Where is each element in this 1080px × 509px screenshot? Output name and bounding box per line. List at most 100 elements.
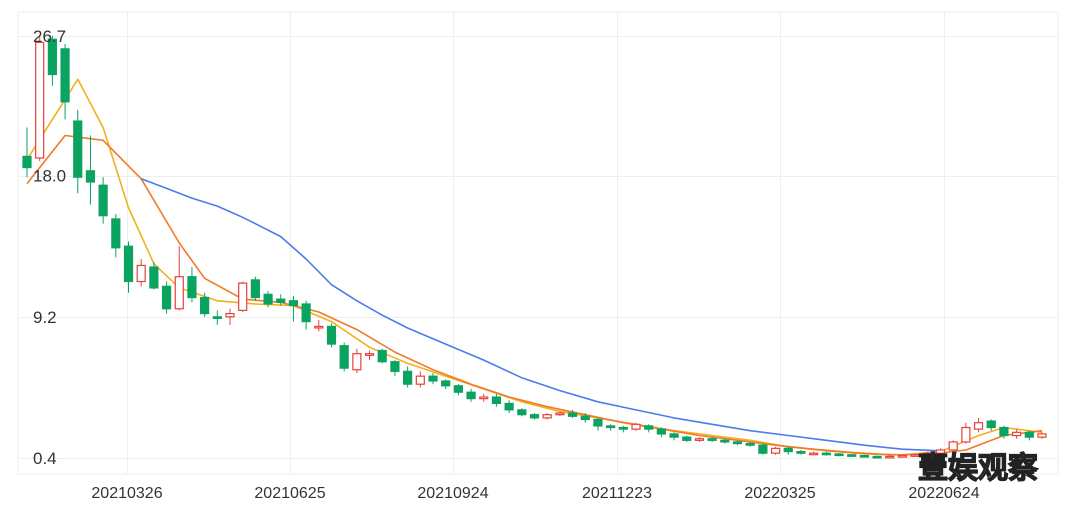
candle-body	[707, 438, 717, 441]
candle	[466, 389, 476, 402]
candle	[999, 425, 1009, 439]
candle	[923, 451, 933, 456]
candle-body	[288, 300, 299, 307]
candle	[669, 432, 679, 441]
candle-body	[809, 452, 819, 456]
candle-body	[466, 391, 476, 400]
candle	[606, 424, 616, 431]
candle-body	[885, 455, 895, 459]
candle-body	[567, 412, 578, 417]
candle	[212, 310, 222, 325]
candle-body	[859, 454, 869, 458]
candle-body	[618, 426, 628, 430]
candle-body	[149, 266, 159, 289]
candle	[644, 424, 654, 433]
candle	[847, 453, 857, 457]
candle	[567, 409, 578, 418]
candle-body	[504, 402, 514, 411]
candle	[796, 449, 806, 455]
x-tick-label: 20210924	[417, 485, 488, 502]
candle	[897, 454, 908, 458]
candle-body	[732, 441, 743, 445]
candle-body	[339, 345, 349, 369]
candle	[301, 300, 311, 330]
candle-body	[720, 439, 730, 443]
candle-body	[352, 353, 362, 371]
candle	[745, 441, 755, 447]
candle	[491, 393, 502, 407]
candle-body	[47, 38, 57, 76]
x-tick-label: 20210326	[91, 485, 162, 502]
candle	[580, 413, 590, 423]
y-tick-label: 26.7	[33, 27, 66, 46]
candle-body	[682, 436, 692, 441]
x-tick-label: 20211223	[582, 485, 652, 502]
moving-average-lines	[26, 78, 1043, 456]
candle	[98, 177, 108, 224]
candle	[758, 443, 768, 455]
candle	[948, 440, 958, 451]
watermark: 壹娱观察	[918, 451, 1039, 486]
candle-body	[834, 453, 844, 457]
candle-body	[644, 425, 654, 430]
candle-body	[491, 396, 502, 405]
candle	[1037, 432, 1047, 439]
candle	[809, 451, 819, 456]
candle	[479, 393, 489, 402]
candle	[60, 44, 70, 120]
candle-body	[441, 380, 451, 387]
candle-body	[136, 264, 146, 283]
candle	[161, 281, 172, 314]
candle	[707, 437, 717, 442]
candle-body	[580, 415, 590, 421]
candle	[415, 371, 425, 388]
candle	[22, 127, 32, 178]
candle-body	[1037, 433, 1047, 438]
candle-body	[390, 361, 400, 372]
candle-body	[606, 425, 616, 429]
plot-frame	[17, 11, 1059, 475]
candle-body	[948, 441, 958, 451]
candle-body	[453, 385, 463, 393]
candle	[390, 360, 400, 377]
candle-body	[745, 442, 755, 446]
candle-body	[364, 353, 375, 356]
candle	[403, 366, 413, 388]
candles	[22, 36, 1047, 459]
candle	[961, 422, 971, 444]
candle-body	[758, 444, 768, 454]
candle	[276, 294, 286, 306]
candle	[238, 281, 248, 312]
candle	[263, 291, 273, 308]
candle	[200, 292, 210, 317]
candle	[149, 262, 159, 290]
candle-body	[276, 298, 286, 303]
candle	[542, 413, 552, 420]
candle-body	[923, 452, 933, 456]
candle-body	[1024, 431, 1034, 438]
candle-body	[542, 414, 552, 419]
candle-body	[973, 422, 984, 430]
candle-body	[935, 449, 946, 454]
candle	[288, 295, 299, 322]
candle-body	[161, 285, 172, 310]
candle-body	[187, 276, 197, 299]
candle-body	[783, 447, 793, 453]
candle-body	[250, 279, 260, 299]
candle-body	[415, 375, 425, 385]
candle	[935, 448, 946, 454]
candle-body	[694, 438, 705, 441]
candle	[872, 455, 882, 459]
grid-lines	[17, 11, 1059, 475]
candle	[783, 446, 793, 455]
candle	[834, 453, 844, 457]
candle	[859, 454, 869, 458]
candle	[35, 36, 45, 162]
candle-body	[428, 375, 438, 382]
candle	[47, 36, 57, 86]
candle	[555, 411, 565, 417]
candle-body	[35, 41, 45, 159]
candle-body	[22, 155, 32, 169]
candle-body	[529, 414, 540, 419]
